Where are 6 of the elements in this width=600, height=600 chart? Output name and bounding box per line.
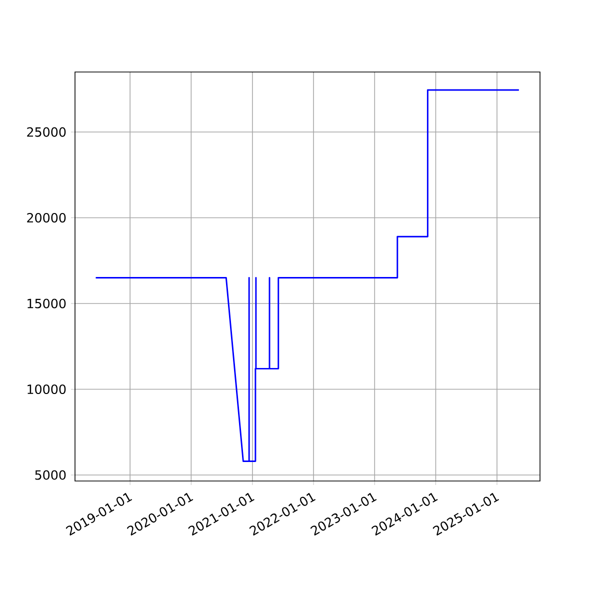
y-tick-label: 25000 [27, 127, 66, 137]
y-tick-label: 20000 [27, 212, 66, 223]
y-tick-label: 10000 [28, 384, 66, 394]
y-tick-label: 5000 [35, 470, 66, 480]
y-tick-label: 15000 [28, 298, 66, 308]
line-series [95, 89, 520, 462]
